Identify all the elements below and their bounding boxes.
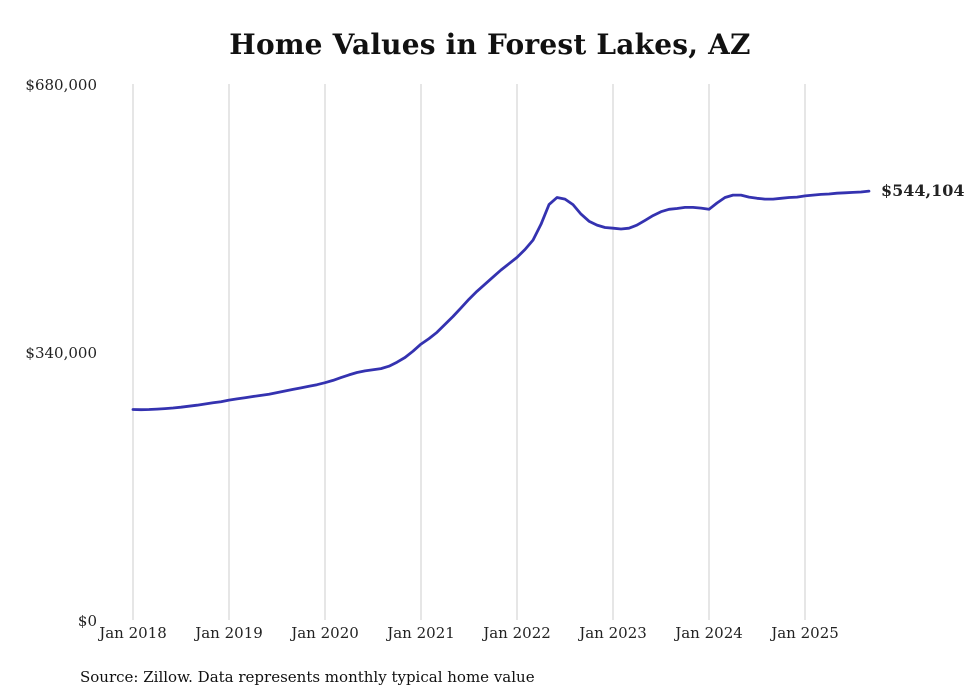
y-tick-label: $0 xyxy=(78,612,97,630)
y-tick-label: $340,000 xyxy=(25,344,97,362)
x-tick-label: Jan 2019 xyxy=(193,624,263,642)
x-tick-label: Jan 2020 xyxy=(289,624,359,642)
x-tick-label: Jan 2022 xyxy=(481,624,551,642)
x-tick-label: Jan 2023 xyxy=(577,624,647,642)
x-tick-label: Jan 2025 xyxy=(769,624,839,642)
x-tick-label: Jan 2024 xyxy=(673,624,743,642)
x-tick-label: Jan 2018 xyxy=(97,624,167,642)
source-note: Source: Zillow. Data represents monthly … xyxy=(80,668,535,686)
final-value-label: $544,104 xyxy=(881,181,965,200)
y-tick-label: $680,000 xyxy=(25,76,97,94)
x-tick-label: Jan 2021 xyxy=(385,624,455,642)
chart-title: Home Values in Forest Lakes, AZ xyxy=(229,28,751,61)
value-line xyxy=(131,189,871,412)
